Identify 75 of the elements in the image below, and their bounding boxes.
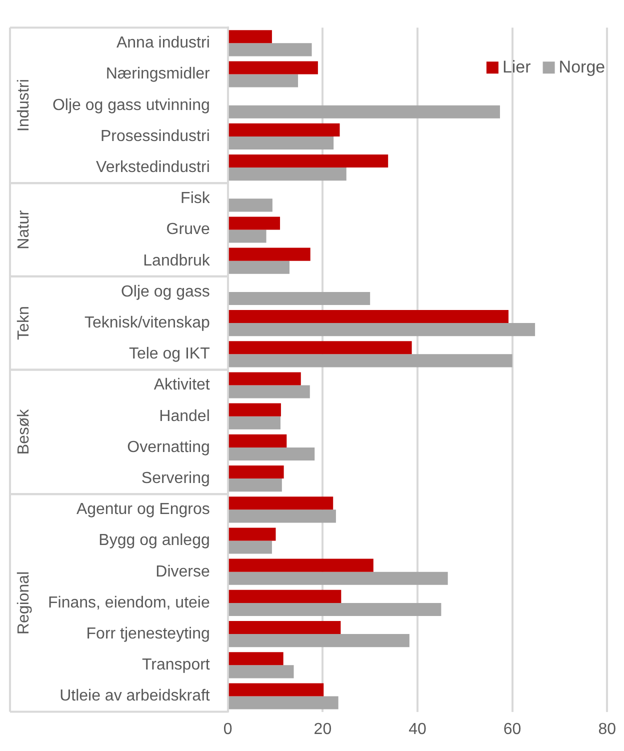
bar (228, 43, 312, 56)
y-tick-label: Tele og IKT (128, 346, 210, 363)
bar (228, 105, 500, 118)
y-tick-label: Aktivitet (154, 376, 210, 394)
bar (228, 665, 294, 678)
bar (228, 341, 412, 354)
y-tick-label: Prosessindustri (100, 128, 210, 145)
y-tick-label: Agentur og Engros (76, 501, 210, 518)
x-tick-label: 0 (223, 720, 232, 738)
bar (228, 558, 374, 572)
bar (228, 572, 448, 585)
legend-label: Norge (558, 57, 606, 76)
bar (228, 198, 272, 212)
bar (228, 168, 346, 181)
bar (228, 354, 512, 368)
y-tick-label: Næringsmidler (106, 66, 211, 83)
y-tick-label: Verkstedindustri (96, 158, 210, 176)
bar (228, 74, 298, 88)
bar (228, 602, 442, 616)
bar (228, 403, 281, 416)
bar (228, 540, 272, 554)
text: Industri (15, 79, 32, 132)
bar (228, 652, 284, 666)
y-tick-label: Handel (159, 408, 210, 425)
text: Tekn (15, 306, 32, 340)
bar (228, 465, 284, 479)
x-tick-label: 80 (598, 720, 616, 738)
bar (228, 61, 318, 74)
bar (228, 496, 334, 510)
bar (228, 372, 301, 386)
bar (228, 696, 338, 710)
bar (228, 385, 310, 398)
x-tick-label: 60 (503, 720, 522, 738)
bar (228, 323, 536, 336)
bar (228, 216, 280, 230)
y-tick-label: Gruve (166, 221, 210, 238)
y-tick-label: Utleie av arbeidskraft (60, 688, 210, 705)
x-tick-label: 40 (408, 720, 426, 738)
bar (228, 447, 315, 461)
y-tick-label: Olje og gass utvinning (52, 96, 210, 114)
bar (228, 528, 276, 541)
bar (228, 30, 272, 44)
bar (228, 136, 334, 150)
y-tick-label: Servering (141, 470, 210, 487)
y-tick-label: Overnatting (127, 438, 210, 456)
x-tick-label: 20 (314, 720, 332, 738)
bar (228, 154, 388, 168)
bar (228, 683, 324, 696)
bar (228, 248, 310, 261)
y-tick-label: Olje og gass (120, 283, 210, 300)
legend-label: Lier (502, 57, 532, 76)
bar (228, 123, 340, 136)
text: Natur (15, 210, 32, 250)
y-tick-label: Diverse (156, 563, 210, 580)
y-tick-label: Bygg og anlegg (98, 532, 210, 550)
bar (228, 590, 342, 603)
y-tick-label: Anna industri (116, 34, 210, 52)
bar (228, 310, 509, 324)
bar (228, 292, 370, 306)
bar (228, 434, 287, 448)
text: Regional (15, 571, 32, 635)
bar (228, 634, 410, 648)
bar (228, 510, 336, 523)
bar (228, 230, 266, 243)
y-tick-label: Forr tjenesteyting (86, 625, 210, 642)
y-tick-label: Finans, eiendom, uteie (48, 594, 210, 612)
bar (228, 478, 282, 492)
y-tick-label: Fisk (180, 190, 211, 208)
y-tick-label: Transport (142, 656, 210, 674)
bar (228, 260, 290, 274)
y-tick-label: Landbruk (143, 252, 211, 270)
bar (228, 620, 341, 634)
text: Besøk (15, 408, 32, 455)
bar (228, 416, 280, 430)
y-tick-label: Teknisk/vitenskap (84, 314, 210, 332)
